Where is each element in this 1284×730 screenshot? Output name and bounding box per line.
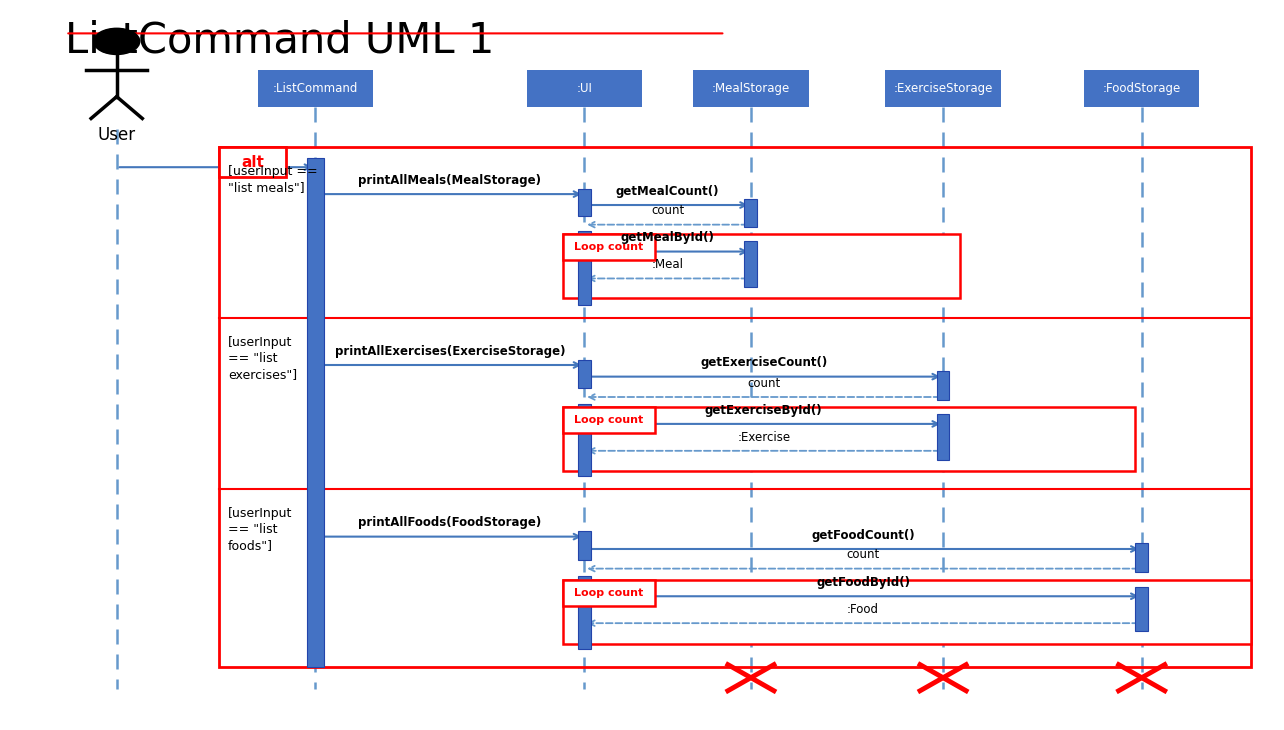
Text: printAllExercises(ExerciseStorage): printAllExercises(ExerciseStorage): [335, 345, 565, 358]
Text: printAllFoods(FoodStorage): printAllFoods(FoodStorage): [358, 516, 542, 529]
Bar: [1135, 587, 1148, 631]
Bar: [578, 189, 591, 216]
Text: getFoodCount(): getFoodCount(): [811, 529, 914, 542]
Bar: [562, 234, 959, 298]
Text: count: count: [747, 377, 781, 390]
Text: :Meal: :Meal: [651, 258, 683, 271]
Bar: [1084, 71, 1199, 107]
Text: count: count: [651, 204, 684, 218]
Bar: [1135, 543, 1148, 572]
Text: Loop count: Loop count: [574, 242, 643, 252]
Bar: [886, 71, 1000, 107]
Text: Loop count: Loop count: [574, 588, 643, 599]
Text: getMealCount(): getMealCount(): [616, 185, 719, 198]
Bar: [562, 407, 655, 434]
Text: getExerciseById(): getExerciseById(): [705, 404, 823, 417]
Bar: [745, 242, 758, 287]
Text: [userInput
== "list
exercises"]: [userInput == "list exercises"]: [229, 336, 298, 381]
Bar: [220, 147, 286, 177]
Text: :ListCommand: :ListCommand: [272, 82, 358, 95]
Circle shape: [94, 28, 140, 55]
Bar: [562, 407, 1135, 471]
Bar: [745, 199, 758, 227]
Text: count: count: [846, 548, 880, 561]
Text: getExerciseCount(): getExerciseCount(): [700, 356, 827, 369]
Text: :Food: :Food: [847, 603, 880, 616]
Text: getMealById(): getMealById(): [620, 231, 715, 245]
Text: User: User: [98, 126, 136, 145]
Text: :MealStorage: :MealStorage: [711, 82, 790, 95]
Text: Loop count: Loop count: [574, 415, 643, 426]
Text: :UI: :UI: [577, 82, 592, 95]
Bar: [258, 71, 372, 107]
Bar: [307, 158, 324, 666]
Bar: [578, 360, 591, 388]
Bar: [220, 147, 1251, 666]
Bar: [578, 531, 591, 560]
Text: :Exercise: :Exercise: [737, 431, 790, 444]
Bar: [562, 580, 1251, 645]
Bar: [562, 234, 655, 261]
Bar: [578, 231, 591, 305]
Text: :ExerciseStorage: :ExerciseStorage: [894, 82, 993, 95]
Text: printAllMeals(MealStorage): printAllMeals(MealStorage): [358, 174, 542, 187]
Text: ListCommand UML 1: ListCommand UML 1: [65, 20, 494, 61]
Text: alt: alt: [241, 155, 265, 169]
Text: getFoodById(): getFoodById(): [817, 576, 910, 589]
Bar: [693, 71, 809, 107]
Bar: [937, 371, 949, 400]
Bar: [578, 576, 591, 649]
Text: [userInput ==
"list meals"]: [userInput == "list meals"]: [229, 165, 318, 194]
Bar: [578, 404, 591, 475]
Bar: [937, 415, 949, 460]
Text: [userInput
== "list
foods"]: [userInput == "list foods"]: [229, 507, 293, 552]
Text: :FoodStorage: :FoodStorage: [1103, 82, 1181, 95]
Bar: [562, 580, 655, 607]
Bar: [526, 71, 642, 107]
